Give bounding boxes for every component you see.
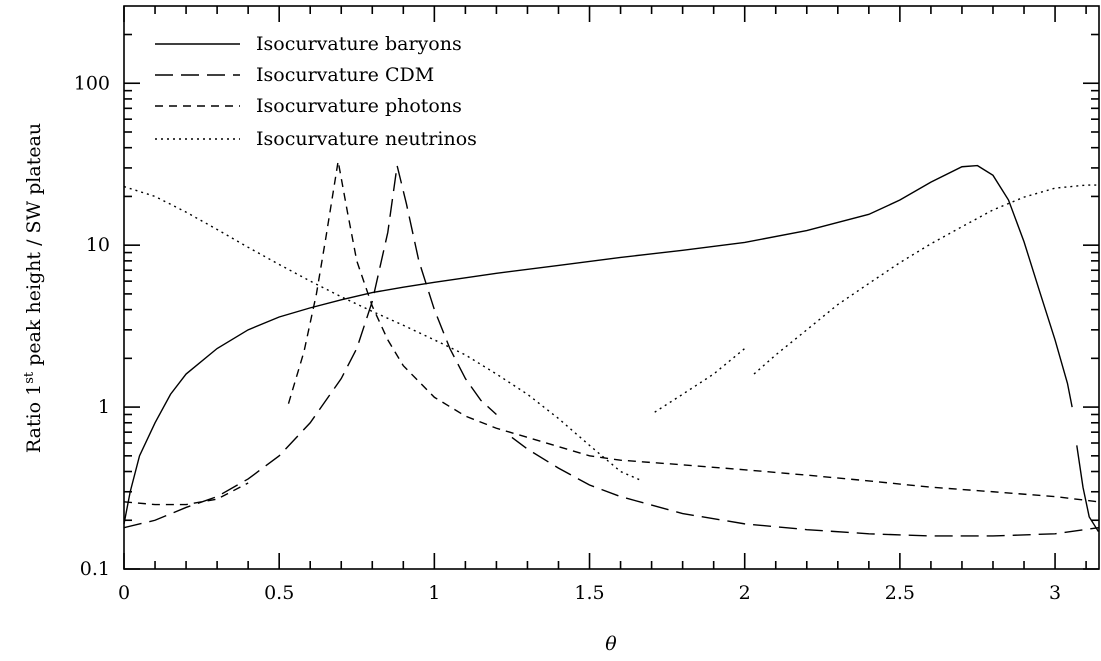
legend-label: Isocurvature CDM <box>256 64 434 86</box>
x-tick-label: 3 <box>1049 582 1061 604</box>
x-tick-label: 1 <box>428 582 440 604</box>
series-line-isocurvature-neutrinos-segment-1 <box>123 185 643 482</box>
x-tick-label: 0 <box>118 582 130 604</box>
legend-entry-isocurvature-neutrinos: Isocurvature neutrinos <box>155 128 477 150</box>
series-line-isocurvature-photons-segment-2 <box>287 161 1099 503</box>
y-tick-label: 1 <box>98 396 110 418</box>
legend-label: Isocurvature baryons <box>256 33 462 55</box>
y-tick-label: 100 <box>74 72 110 94</box>
x-tick-label: 2.5 <box>885 582 915 604</box>
y-axis-title: Ratio 1st peak height / SW plateau <box>22 123 46 453</box>
svg-text:Ratio 1st peak height / SW pla: Ratio 1st peak height / SW plateau <box>22 123 46 453</box>
x-axis-title: θ <box>605 633 617 655</box>
legend-label: Isocurvature photons <box>256 95 462 117</box>
y-tick-label: 10 <box>86 234 110 256</box>
series-isocurvature-cdm <box>123 165 1099 537</box>
series-isocurvature-neutrinos <box>123 184 1099 482</box>
series-line-isocurvature-baryons-segment-1 <box>123 164 1073 525</box>
series-isocurvature-baryons <box>123 164 1100 533</box>
series-line-isocurvature-cdm-segment-2 <box>511 436 1099 537</box>
series-isocurvature-photons <box>123 161 1099 506</box>
legend-label: Isocurvature neutrinos <box>256 128 477 150</box>
series-line-isocurvature-neutrinos-segment-2 <box>654 347 746 413</box>
series-layer <box>123 161 1100 537</box>
x-tick-label: 2 <box>739 582 751 604</box>
x-tick-label: 1.5 <box>574 582 604 604</box>
series-line-isocurvature-baryons-segment-2 <box>1076 445 1100 533</box>
series-line-isocurvature-photons-segment-1 <box>123 482 249 506</box>
tick-layer: 0 0.5 1 1.5 2 2.5 3 0.1 1 10 100 <box>74 6 1099 604</box>
series-line-isocurvature-cdm-segment-1 <box>123 165 497 529</box>
legend-entry-isocurvature-baryons: Isocurvature baryons <box>155 33 462 55</box>
legend: Isocurvature baryons Isocurvature CDM Isoc… <box>155 33 477 150</box>
legend-entry-isocurvature-photons: Isocurvature photons <box>155 95 462 117</box>
plot-frame <box>123 5 1100 570</box>
y-tick-label: 0.1 <box>80 558 110 580</box>
legend-entry-isocurvature-cdm: Isocurvature CDM <box>155 64 434 86</box>
x-tick-label: 0.5 <box>264 582 294 604</box>
